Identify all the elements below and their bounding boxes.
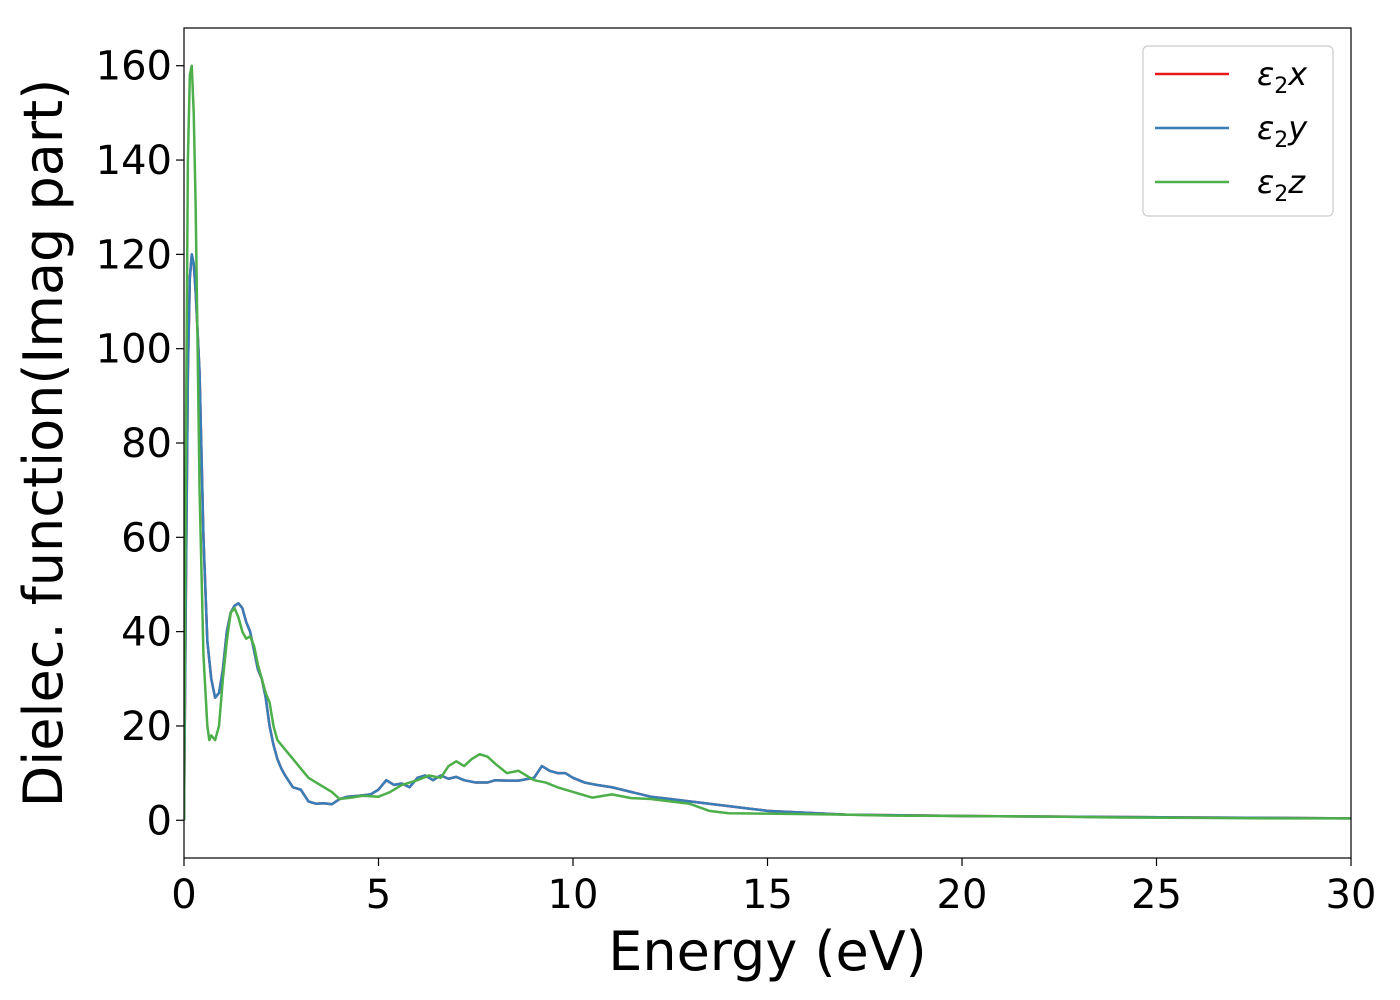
- y-tick-label: 140: [96, 138, 172, 184]
- y-tick-label: 40: [121, 610, 172, 656]
- x-tick-label: 25: [1131, 872, 1182, 918]
- y-axis-title: Dielec. function(Imag part): [12, 79, 75, 808]
- legend: ε2x ε2y ε2z: [1142, 45, 1334, 217]
- legend-label-x: ε2x: [1257, 55, 1308, 99]
- x-axis: 0 5 10 15 20 25 30: [171, 858, 1376, 918]
- x-tick-label: 20: [937, 872, 988, 918]
- y-tick-label: 60: [121, 515, 172, 561]
- x-tick-label: 30: [1326, 872, 1377, 918]
- x-tick-label: 0: [171, 872, 196, 918]
- legend-label-y: ε2y: [1257, 109, 1308, 153]
- legend-box: [1142, 45, 1334, 217]
- y-tick-label: 80: [121, 421, 172, 467]
- x-tick-label: 10: [548, 872, 599, 918]
- x-tick-label: 15: [742, 872, 793, 918]
- y-tick-label: 160: [96, 44, 172, 90]
- series-line-z: [184, 64, 1351, 821]
- x-tick-label: 5: [366, 872, 391, 918]
- y-axis: 0 20 40 60 80 100 120 140 160: [96, 44, 184, 844]
- series-layer: [184, 64, 1351, 821]
- y-tick-label: 120: [96, 232, 172, 278]
- y-tick-label: 0: [147, 798, 172, 844]
- legend-label-z: ε2z: [1257, 163, 1306, 207]
- y-tick-label: 100: [96, 327, 172, 373]
- x-axis-title: Energy (eV): [608, 920, 927, 983]
- y-tick-label: 20: [121, 704, 172, 750]
